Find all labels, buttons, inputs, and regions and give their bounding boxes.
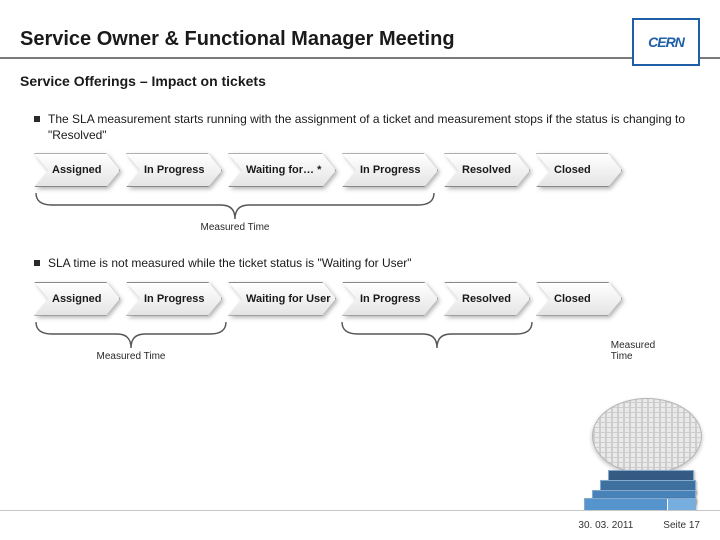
status-label: Waiting for User <box>246 293 331 305</box>
brace-label: Measured Time <box>97 351 166 362</box>
status-flow-row: Assigned In Progress Waiting for User In Pr… <box>34 282 700 316</box>
status-chevron: In Progress <box>342 153 438 187</box>
slide-header: Service Owner & Functional Manager Meeti… <box>0 0 720 59</box>
status-flow-row: Assigned In Progress Waiting for… * In Prog… <box>34 153 700 187</box>
footer-page: Seite 17 <box>663 520 700 531</box>
decorative-globe-graphic <box>572 398 712 508</box>
status-label: Waiting for… * <box>246 164 321 176</box>
brace-label: Measured Time <box>201 222 270 233</box>
status-chevron: Closed <box>536 153 622 187</box>
status-chevron: Resolved <box>444 153 530 187</box>
status-chevron: In Progress <box>342 282 438 316</box>
status-label: In Progress <box>360 293 421 305</box>
status-chevron: In Progress <box>126 282 222 316</box>
status-chevron: In Progress <box>126 153 222 187</box>
status-label: In Progress <box>360 164 421 176</box>
status-label: Assigned <box>52 164 102 176</box>
measurement-brace: Measured Time <box>340 320 534 356</box>
status-chevron: Assigned <box>34 153 120 187</box>
status-chevron: Resolved <box>444 282 530 316</box>
content-area: The SLA measurement starts running with … <box>0 99 720 372</box>
status-label: In Progress <box>144 293 205 305</box>
slide-subtitle: Service Offerings – Impact on tickets <box>0 59 720 99</box>
bullet-item: SLA time is not measured while the ticke… <box>34 255 700 271</box>
cern-logo-text: CERN <box>648 34 684 50</box>
status-chevron: Waiting for User <box>228 282 336 316</box>
status-label: Closed <box>554 164 591 176</box>
slide-footer: 30. 03. 2011 Seite 17 <box>0 510 720 540</box>
bullet-marker-icon <box>34 116 40 122</box>
brace-row: Measured Time <box>34 189 700 239</box>
brace-icon <box>340 320 534 356</box>
bullet-marker-icon <box>34 260 40 266</box>
globe-icon <box>592 398 702 474</box>
bullet-text: SLA time is not measured while the ticke… <box>48 255 412 271</box>
flow-section: The SLA measurement starts running with … <box>0 99 720 243</box>
status-label: Resolved <box>462 293 511 305</box>
bullet-item: The SLA measurement starts running with … <box>34 111 700 143</box>
brace-label: Measured Time <box>611 340 655 362</box>
status-chevron: Waiting for… * <box>228 153 336 187</box>
footer-date: 30. 03. 2011 <box>578 520 633 531</box>
measurement-brace: Measured Time <box>34 320 228 356</box>
status-label: Assigned <box>52 293 102 305</box>
status-label: In Progress <box>144 164 205 176</box>
slide-title: Service Owner & Functional Manager Meeti… <box>20 28 700 51</box>
status-chevron: Assigned <box>34 282 120 316</box>
status-label: Resolved <box>462 164 511 176</box>
measurement-brace: Measured Time <box>34 191 436 227</box>
status-chevron: Closed <box>536 282 622 316</box>
bullet-text: The SLA measurement starts running with … <box>48 111 700 143</box>
status-label: Closed <box>554 293 591 305</box>
brace-row: Measured TimeMeasured Time <box>34 318 700 368</box>
flow-section: SLA time is not measured while the ticke… <box>0 243 720 371</box>
cern-logo: CERN <box>632 18 700 66</box>
